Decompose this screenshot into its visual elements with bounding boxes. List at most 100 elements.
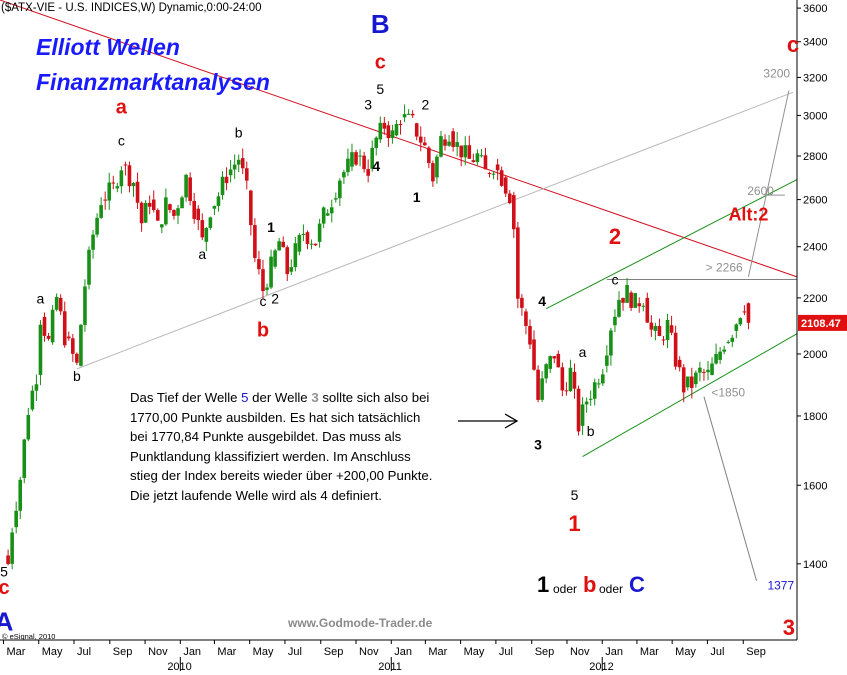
candle-body (564, 390, 569, 392)
candle (714, 343, 718, 365)
candle (475, 149, 480, 166)
candle-body (657, 325, 662, 337)
candle (637, 297, 642, 313)
candle (463, 136, 468, 166)
candle (265, 283, 269, 295)
candle-body (625, 285, 629, 303)
candle (613, 309, 617, 333)
wave-label: 4 (372, 158, 380, 174)
candle (422, 136, 427, 146)
candle (184, 173, 188, 202)
x-tick-label: May (675, 646, 696, 658)
candle-body (584, 401, 589, 405)
candle-body (734, 324, 739, 331)
candle (512, 191, 516, 238)
candle-body (208, 217, 213, 228)
candle (617, 291, 621, 318)
wave-label: c (259, 293, 266, 309)
candle (180, 195, 184, 209)
candle (503, 175, 508, 198)
candle (277, 237, 281, 251)
bottom-label-part: 1 (537, 572, 549, 597)
candle (499, 166, 504, 187)
candle (317, 218, 322, 248)
candle-body (673, 332, 678, 367)
candle-body (333, 198, 338, 200)
candle (176, 205, 180, 225)
candle (253, 218, 257, 263)
green-channel-upper (545, 179, 798, 310)
candle-body (499, 170, 504, 186)
commentary-wave3: 3 (311, 390, 319, 405)
candle-body (677, 359, 682, 368)
candle (168, 203, 172, 213)
candle-body (690, 376, 694, 388)
candle (127, 161, 132, 193)
y-tick-label: 3600 (803, 3, 827, 15)
candle (313, 243, 318, 246)
candle (228, 159, 233, 183)
candle (742, 305, 747, 316)
candle (536, 365, 540, 403)
bottom-label-part: b (583, 572, 596, 597)
candle-body (459, 145, 464, 158)
candle (382, 117, 387, 135)
candle-body (463, 145, 468, 158)
candle-body (382, 122, 387, 129)
candle-body (398, 124, 403, 126)
candle-body (605, 355, 609, 366)
candle (95, 213, 99, 238)
candle (601, 368, 605, 386)
y-tick-label: 2600 (803, 195, 827, 207)
candle-body (422, 142, 427, 146)
candle (232, 154, 237, 179)
candle (249, 189, 253, 236)
commentary-line1-b: der Welle (248, 390, 312, 405)
candle (172, 209, 176, 220)
x-tick-label: Jul (288, 646, 302, 658)
candle (528, 319, 532, 350)
candle-body (71, 338, 75, 354)
wave-label: b (235, 124, 243, 140)
candle (155, 208, 160, 222)
candle (418, 126, 423, 152)
candle-body (139, 202, 144, 224)
x-tick-label: Jul (710, 646, 724, 658)
candle-body (427, 147, 431, 164)
candle-body (645, 297, 650, 323)
y-tick-label: 1800 (803, 411, 827, 423)
candle-body (366, 169, 370, 176)
candle-body (524, 311, 528, 326)
candle-body (180, 197, 184, 209)
candle (738, 317, 743, 327)
y-tick-label: 2000 (803, 349, 827, 361)
wave-label: 2 (421, 97, 429, 113)
candle-body (649, 322, 654, 330)
candle-body (443, 139, 447, 146)
candle-body (540, 378, 544, 400)
y-tick-label: 2400 (803, 242, 827, 254)
x-tick-label: Sep (113, 646, 133, 658)
candle-body (127, 165, 132, 187)
y-tick-label: 1600 (803, 480, 827, 492)
candle-body (293, 243, 298, 268)
candle (366, 159, 370, 183)
candle-body (188, 177, 192, 201)
candle-body (58, 297, 63, 312)
candle-body (665, 319, 670, 340)
gray-long-trendline (76, 91, 794, 370)
x-tick-label: Sep (324, 646, 344, 658)
candle (34, 374, 39, 402)
candle (54, 293, 59, 312)
candle-body (507, 193, 512, 204)
wave-label: B (371, 9, 390, 39)
candle (588, 390, 593, 406)
candle-body (216, 196, 221, 206)
x-tick-label: Mar (217, 646, 236, 658)
candle-body (265, 287, 269, 290)
candle-body (338, 180, 342, 199)
candle (6, 549, 10, 566)
candle-body (147, 202, 152, 207)
candle (572, 363, 577, 399)
